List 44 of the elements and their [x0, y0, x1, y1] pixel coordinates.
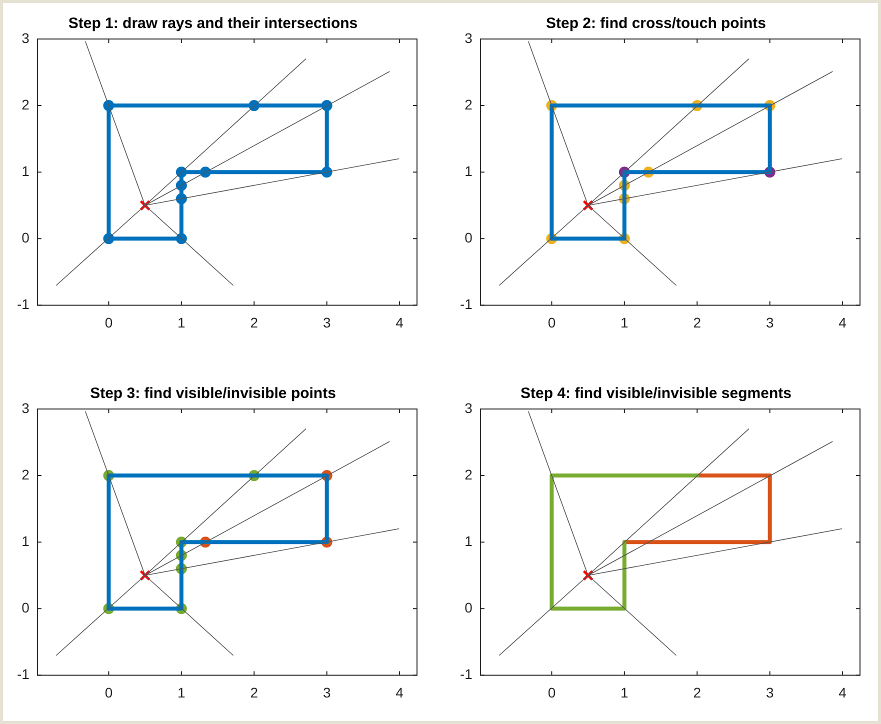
x-tick-label: 4 — [396, 684, 404, 700]
chart-title: Step 3: find visible/invisible points — [90, 385, 336, 402]
y-tick-label: 1 — [22, 162, 30, 179]
chart-title: Step 4: find visible/invisible segments — [520, 385, 792, 402]
x-tick-label: 3 — [766, 314, 774, 330]
y-tick-label: 1 — [22, 532, 30, 549]
x-tick-label: 3 — [322, 684, 331, 700]
x-tick-label: 1 — [178, 684, 186, 700]
x-tick-label: 1 — [620, 684, 629, 700]
x-tick-label: 3 — [766, 684, 774, 700]
y-tick-label: 3 — [22, 30, 30, 46]
y-tick-label: -1 — [460, 296, 473, 312]
y-tick-label: 2 — [464, 96, 473, 112]
x-tick-label: 3 — [322, 314, 331, 330]
x-tick-label: 1 — [620, 314, 629, 330]
y-tick-label: 2 — [22, 466, 30, 482]
chart-title: Step 2: find cross/touch points — [546, 15, 766, 32]
x-tick-label: 4 — [396, 314, 404, 330]
y-tick-label: -1 — [16, 666, 30, 682]
y-tick-label: -1 — [16, 296, 30, 312]
chart-title: Step 1: draw rays and their intersections — [68, 15, 358, 32]
y-tick-label: 0 — [22, 230, 30, 246]
y-tick-label: 3 — [22, 400, 30, 416]
y-tick-label: 1 — [464, 532, 473, 549]
x-tick-label: 0 — [104, 684, 113, 700]
y-tick-label: 0 — [22, 600, 30, 616]
x-tick-label: 4 — [838, 314, 847, 330]
y-tick-label: 2 — [464, 466, 473, 482]
x-tick-label: 0 — [548, 684, 556, 700]
y-tick-label: 3 — [464, 30, 473, 46]
x-tick-label: 0 — [104, 314, 113, 330]
y-tick-label: 3 — [464, 400, 473, 416]
x-tick-label: 2 — [250, 684, 258, 700]
y-tick-label: 0 — [464, 230, 473, 246]
x-tick-label: 1 — [178, 314, 186, 330]
x-tick-label: 0 — [548, 314, 556, 330]
x-tick-label: 4 — [838, 684, 847, 700]
y-tick-label: 2 — [22, 96, 30, 112]
x-tick-label: 2 — [250, 314, 258, 330]
y-tick-label: 1 — [464, 162, 473, 179]
y-tick-label: -1 — [460, 666, 473, 682]
x-tick-label: 2 — [693, 314, 702, 330]
y-tick-label: 0 — [464, 600, 473, 616]
x-tick-label: 2 — [693, 684, 702, 700]
